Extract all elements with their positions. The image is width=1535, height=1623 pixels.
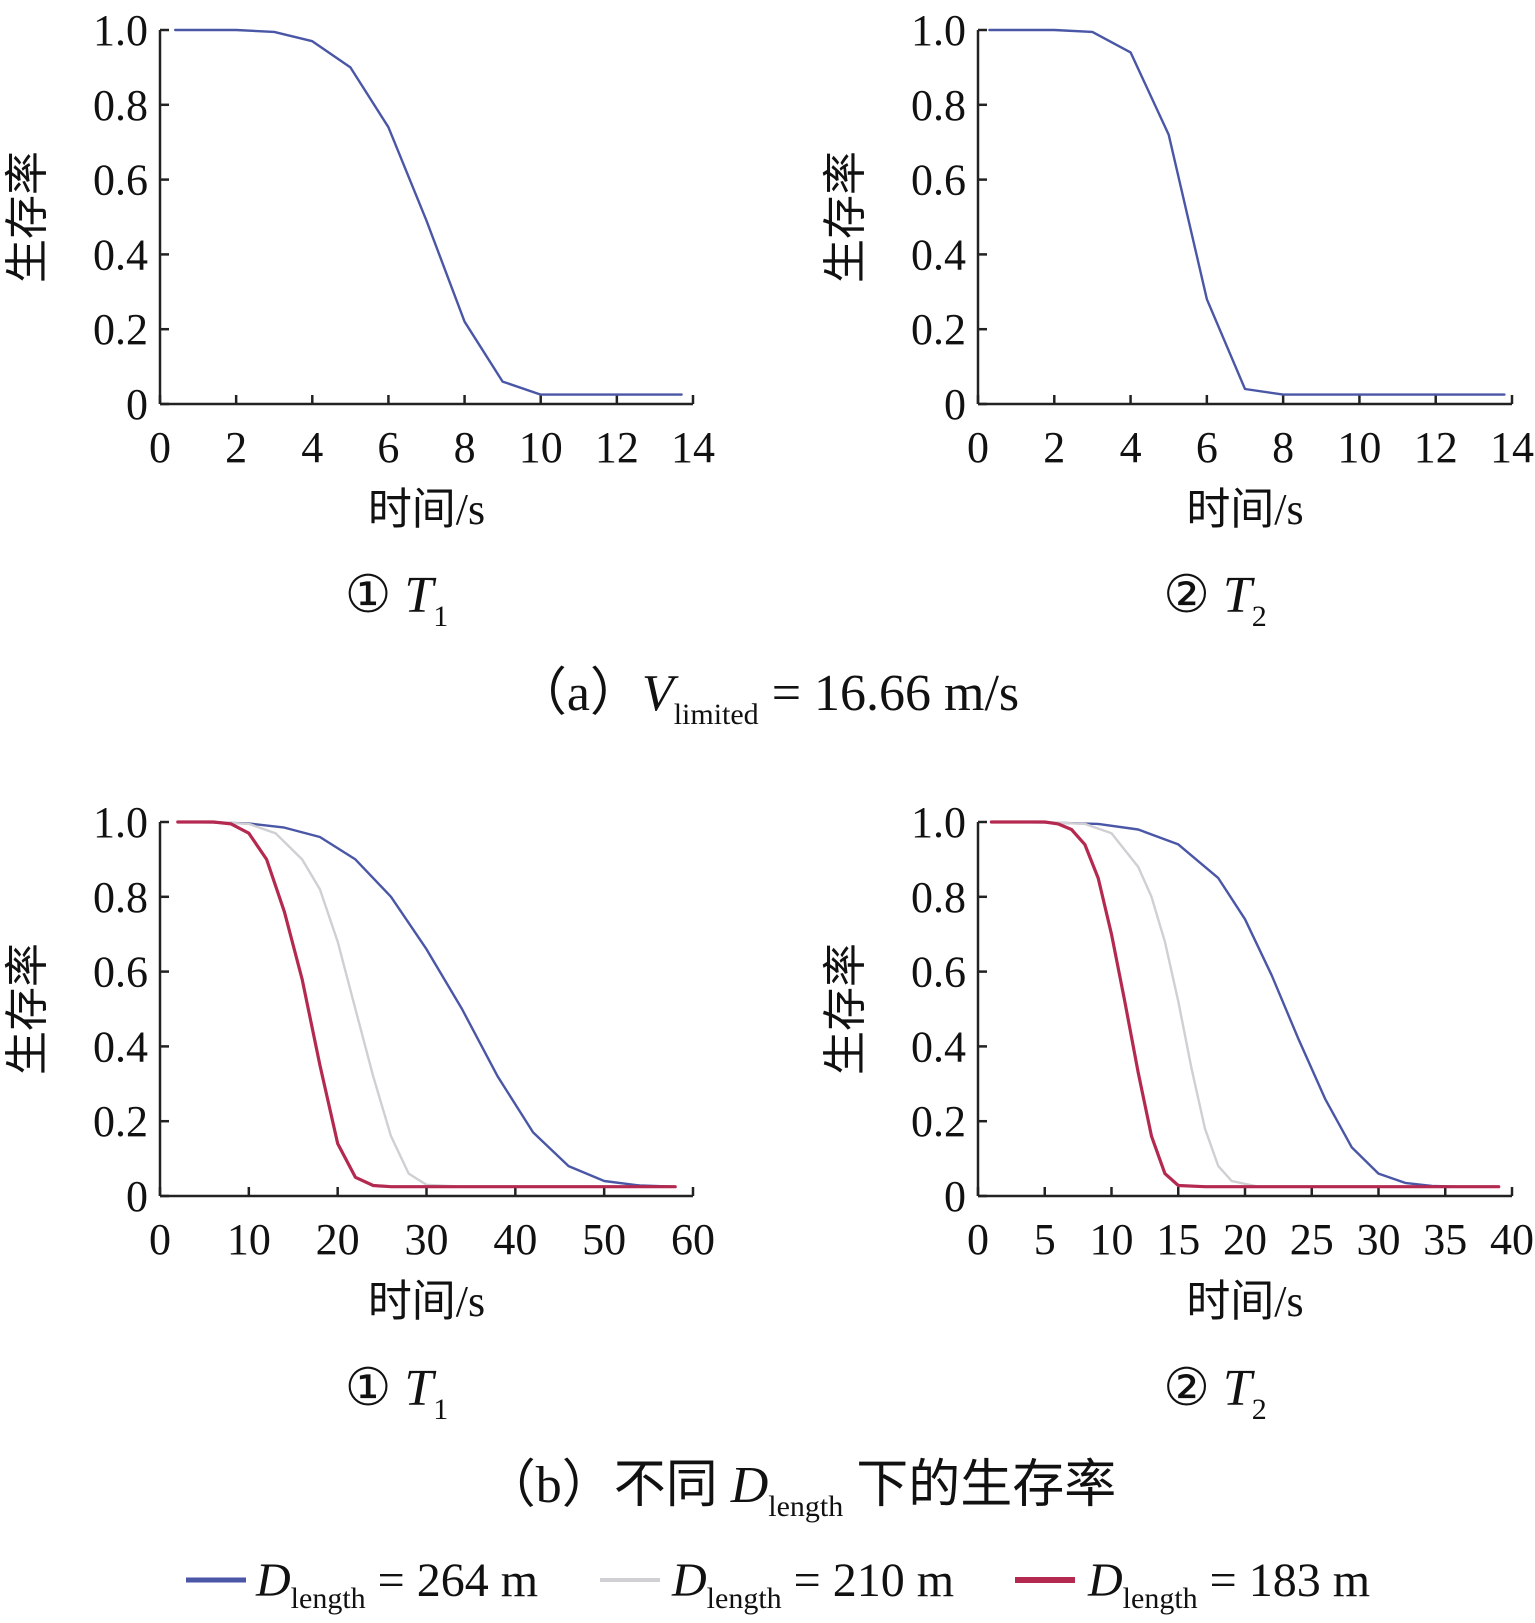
x-axis-label: 时间/s — [368, 1277, 485, 1326]
x-tick-label: 0 — [149, 423, 171, 472]
panel-a1: 0 0.2 0.4 0.6 0.8 1.0 0 2 4 6 8 10 12 14 时间/s 生存率 ① T1 — [3, 6, 715, 633]
panel-b2: 00.20.40.60.81.00 5 10 15 20 25 30 35 40时间/s生存率②… — [821, 798, 1534, 1426]
svg-text:Dlength = 264 m: Dlength = 264 m — [255, 1554, 538, 1615]
svg-text:Dlength = 183 m: Dlength = 183 m — [1087, 1554, 1370, 1615]
x-tick-label: 12 — [595, 423, 639, 472]
caption-a: （a）Vlimited = 16.66 m/s — [515, 665, 1019, 731]
x-tick-label: 60 — [671, 1215, 715, 1264]
x-tick-label: 15 — [1156, 1215, 1200, 1264]
x-axis-label: 时间/s — [1186, 485, 1303, 534]
series-line-1 — [173, 28, 683, 396]
y-tick-label: 0 — [944, 1172, 966, 1221]
svg-text:Dlength = 210 m: Dlength = 210 m — [671, 1554, 954, 1615]
x-tick-label: 30 — [405, 1215, 449, 1264]
y-tick-label: 1.0 — [911, 6, 966, 55]
x-tick-label: 10 — [227, 1215, 271, 1264]
y-axis-label: 生存率 — [821, 943, 870, 1075]
x-tick-label: 40 — [493, 1215, 537, 1264]
x-tick-label: 25 — [1290, 1215, 1334, 1264]
y-tick-label: 0.6 — [93, 948, 148, 997]
x-tick-label: 20 — [316, 1215, 360, 1264]
y-tick-label: 0.2 — [93, 305, 148, 354]
x-axis-label: 时间/s — [368, 485, 485, 534]
y-tick-label: 0.4 — [93, 1022, 148, 1071]
series-line-1 — [990, 820, 1500, 1188]
y-tick-label: 0.4 — [93, 230, 148, 279]
panel-label: ② T2 — [1163, 567, 1267, 633]
x-tick-label: 8 — [454, 423, 476, 472]
series-line-1 — [988, 28, 1506, 396]
y-tick-label: 0.8 — [93, 873, 148, 922]
legend: Dlength = 264 m Dlength = 210 m Dlength … — [186, 1554, 1370, 1615]
panel-a2: 0 0.2 0.4 0.6 0.8 1.0 0 2 4 6 8 10 12 14 时间/s 生存率 ② T2 — [821, 6, 1534, 633]
x-tick-label: 10 — [519, 423, 563, 472]
y-tick-label: 1.0 — [93, 798, 148, 847]
legend-item-264: Dlength = 264 m — [186, 1554, 538, 1615]
x-tick-label: 0 — [149, 1215, 171, 1264]
x-tick-label: 4 — [1120, 423, 1142, 472]
x-tick-label: 12 — [1414, 423, 1458, 472]
x-tick-label: 5 — [1034, 1215, 1056, 1264]
y-tick-label: 0 — [126, 1172, 148, 1221]
x-tick-label: 10 — [1337, 423, 1381, 472]
series-line-1 — [176, 820, 677, 1188]
series-line-3 — [989, 820, 1501, 1189]
x-tick-label: 6 — [1196, 423, 1218, 472]
y-tick-label: 0.6 — [93, 156, 148, 205]
legend-item-210: Dlength = 210 m — [600, 1554, 954, 1615]
x-tick-label: 14 — [671, 423, 715, 472]
x-tick-label: 2 — [225, 423, 247, 472]
x-tick-label: 0 — [967, 1215, 989, 1264]
y-tick-label: 1.0 — [911, 798, 966, 847]
y-tick-label: 0.8 — [911, 81, 966, 130]
y-axis-label: 生存率 — [3, 943, 52, 1075]
x-tick-label: 8 — [1272, 423, 1294, 472]
x-tick-label: 2 — [1043, 423, 1065, 472]
x-tick-label: 0 — [967, 423, 989, 472]
y-tick-label: 0.2 — [911, 305, 966, 354]
caption-b: （b）不同 Dlength 下的生存率 — [484, 1457, 1117, 1523]
x-tick-label: 10 — [1090, 1215, 1134, 1264]
panel-label: ② T2 — [1163, 1360, 1267, 1426]
series-line-3 — [176, 820, 677, 1189]
x-tick-label: 6 — [377, 423, 399, 472]
y-tick-label: 0.2 — [911, 1097, 966, 1146]
y-tick-label: 0.8 — [911, 873, 966, 922]
y-axis-label: 生存率 — [821, 151, 870, 283]
x-tick-label: 35 — [1423, 1215, 1467, 1264]
legend-item-183: Dlength = 183 m — [1015, 1554, 1370, 1615]
y-tick-label: 0.6 — [911, 156, 966, 205]
y-axis-label: 生存率 — [3, 151, 52, 283]
x-tick-label: 50 — [582, 1215, 626, 1264]
y-tick-label: 0 — [126, 380, 148, 429]
y-tick-label: 1.0 — [93, 6, 148, 55]
x-axis-label: 时间/s — [1186, 1277, 1303, 1326]
x-tick-label: 20 — [1223, 1215, 1267, 1264]
y-tick-label: 0.8 — [93, 81, 148, 130]
y-tick-label: 0.6 — [911, 948, 966, 997]
panel-label: ① T1 — [345, 1360, 449, 1426]
x-tick-label: 14 — [1490, 423, 1534, 472]
y-tick-label: 0.2 — [93, 1097, 148, 1146]
y-tick-label: 0.4 — [911, 1022, 966, 1071]
x-tick-label: 4 — [301, 423, 323, 472]
y-tick-label: 0.4 — [911, 230, 966, 279]
x-tick-label: 30 — [1357, 1215, 1401, 1264]
panel-b1: 0 0.2 0.4 0.6 0.8 1.0 0 10 20 30 40 50 60 时间/s 生存率 ① T1 — [3, 798, 715, 1426]
x-tick-label: 40 — [1490, 1215, 1534, 1264]
series-line-2 — [990, 820, 1500, 1188]
series-line-2 — [176, 820, 677, 1188]
y-tick-label: 0 — [944, 380, 966, 429]
panel-label: ① T1 — [345, 567, 449, 633]
